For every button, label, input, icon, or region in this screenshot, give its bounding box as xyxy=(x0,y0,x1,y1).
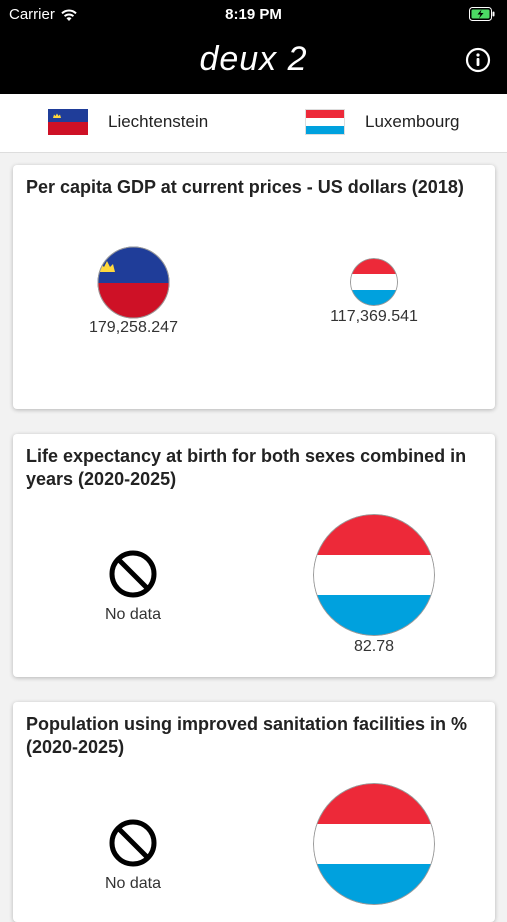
country-name: Liechtenstein xyxy=(108,112,209,131)
card-title: Life expectancy at birth for both sexes … xyxy=(26,446,467,489)
status-time: 8:19 PM xyxy=(225,6,282,23)
stat-card-life-expectancy: Life expectancy at birth for both sexes … xyxy=(13,434,495,677)
stat-card-sanitation: Population using improved sanitation fac… xyxy=(13,702,495,922)
no-data-icon xyxy=(109,819,157,867)
card-title: Per capita GDP at current prices - US do… xyxy=(26,177,464,197)
page-title: deux 2 xyxy=(199,40,308,78)
country-header: Liechtenstein Luxembourg xyxy=(0,94,507,153)
sanitation-value-liechtenstein: No data xyxy=(104,875,162,892)
status-bar: Carrier 8:19 PM xyxy=(0,0,507,30)
luxembourg-flag-circle xyxy=(313,783,435,905)
info-icon[interactable] xyxy=(465,47,491,73)
liechtenstein-flag-circle xyxy=(97,246,170,319)
country-luxembourg[interactable]: Luxembourg xyxy=(305,109,460,135)
gdp-value-liechtenstein: 179,258.247 xyxy=(89,319,178,336)
country-name: Luxembourg xyxy=(365,112,460,131)
liechtenstein-flag-icon xyxy=(48,109,88,135)
no-data-icon xyxy=(109,550,157,598)
gdp-value-luxembourg: 117,369.541 xyxy=(330,308,418,325)
life-expectancy-value-luxembourg: 82.78 xyxy=(353,638,395,655)
luxembourg-flag-circle xyxy=(350,258,398,306)
nav-bar: deux 2 xyxy=(0,30,507,94)
card-title: Population using improved sanitation fac… xyxy=(26,714,468,757)
country-liechtenstein[interactable]: Liechtenstein xyxy=(48,109,208,135)
carrier: Carrier xyxy=(9,6,78,23)
luxembourg-flag-icon xyxy=(305,109,345,135)
wifi-icon xyxy=(61,9,77,21)
life-expectancy-value-liechtenstein: No data xyxy=(104,606,162,623)
battery-charging-icon xyxy=(469,7,495,21)
luxembourg-flag-circle xyxy=(313,514,435,636)
stat-card-gdp: Per capita GDP at current prices - US do… xyxy=(13,165,495,409)
carrier-label: Carrier xyxy=(9,6,55,23)
